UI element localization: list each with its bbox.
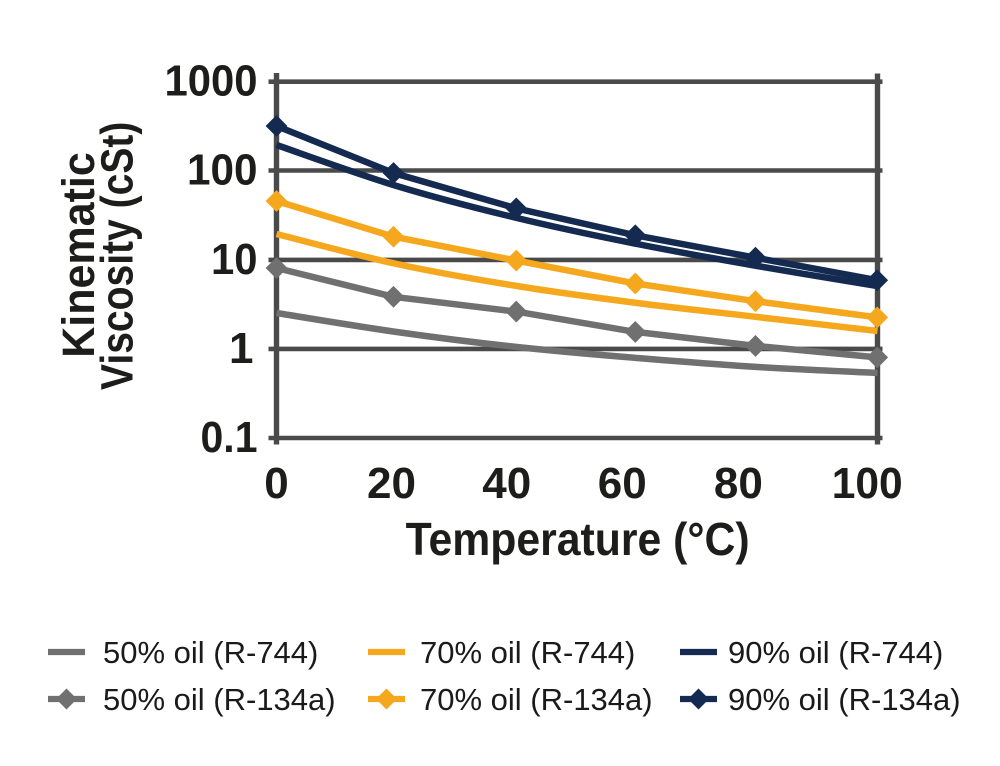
- svg-text:Kinematic: Kinematic: [53, 152, 104, 358]
- svg-text:40: 40: [482, 459, 531, 508]
- svg-text:80: 80: [714, 459, 763, 508]
- svg-text:50% oil (R-134a): 50% oil (R-134a): [103, 682, 336, 717]
- svg-text:90% oil (R-134a): 90% oil (R-134a): [728, 682, 961, 717]
- svg-text:Temperature (°C): Temperature (°C): [406, 513, 750, 565]
- svg-text:1000: 1000: [165, 57, 258, 106]
- svg-text:100: 100: [832, 459, 903, 508]
- svg-text:50% oil (R-744): 50% oil (R-744): [103, 635, 318, 670]
- svg-text:70% oil (R-744): 70% oil (R-744): [420, 635, 635, 670]
- svg-text:0.1: 0.1: [201, 413, 258, 462]
- svg-text:Viscosity (cSt): Viscosity (cSt): [92, 122, 143, 390]
- svg-text:20: 20: [367, 459, 416, 508]
- svg-text:100: 100: [187, 146, 258, 195]
- svg-text:90% oil (R-744): 90% oil (R-744): [728, 635, 943, 670]
- svg-text:70% oil (R-134a): 70% oil (R-134a): [420, 682, 653, 717]
- svg-text:10: 10: [211, 235, 258, 284]
- svg-text:60: 60: [598, 459, 647, 508]
- svg-text:1: 1: [229, 324, 253, 373]
- svg-text:0: 0: [264, 459, 288, 508]
